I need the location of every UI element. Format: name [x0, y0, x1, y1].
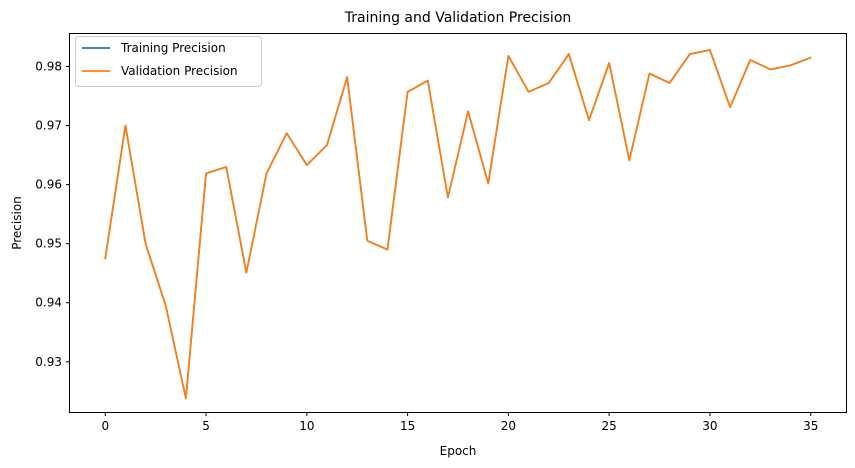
y-axis-ticks: 0.93 0.94 0.95 0.96 0.97 0.98: [35, 59, 70, 369]
x-tick-label: 15: [400, 419, 415, 433]
legend: Training Precision Validation Precision: [75, 36, 262, 87]
legend-label-validation: Validation Precision: [121, 64, 238, 78]
training-precision-line: [104, 49, 812, 400]
y-tick-label: 0.97: [35, 119, 62, 133]
y-tick-label: 0.96: [35, 178, 62, 192]
y-tick-label: 0.93: [35, 355, 62, 369]
plot-frame: [69, 33, 847, 413]
legend-label-training: Training Precision: [120, 41, 226, 55]
y-tick-label: 0.95: [35, 237, 62, 251]
legend-box: [75, 36, 262, 87]
x-tick-label: 10: [299, 419, 314, 433]
x-tick-label: 25: [602, 419, 617, 433]
y-axis-label: Precision: [10, 196, 24, 250]
x-axis-ticks: 0 5 10 15 20 25 30 35: [101, 412, 818, 433]
chart-title: Training and Validation Precision: [344, 10, 572, 26]
x-tick-label: 20: [501, 419, 516, 433]
x-tick-label: 35: [803, 419, 818, 433]
plot-area: 0 5 10 15 20 25 30 35 0.93 0.94 0.95 0.96 0.97 0.98: [35, 33, 847, 433]
x-tick-label: 30: [702, 419, 717, 433]
y-tick-label: 0.94: [35, 296, 62, 310]
validation-precision-line: [104, 49, 812, 400]
x-axis-label: Epoch: [440, 444, 477, 458]
series-layer: [104, 49, 812, 400]
y-tick-label: 0.98: [35, 59, 62, 73]
x-tick-label: 0: [101, 419, 109, 433]
x-tick-label: 5: [202, 419, 210, 433]
